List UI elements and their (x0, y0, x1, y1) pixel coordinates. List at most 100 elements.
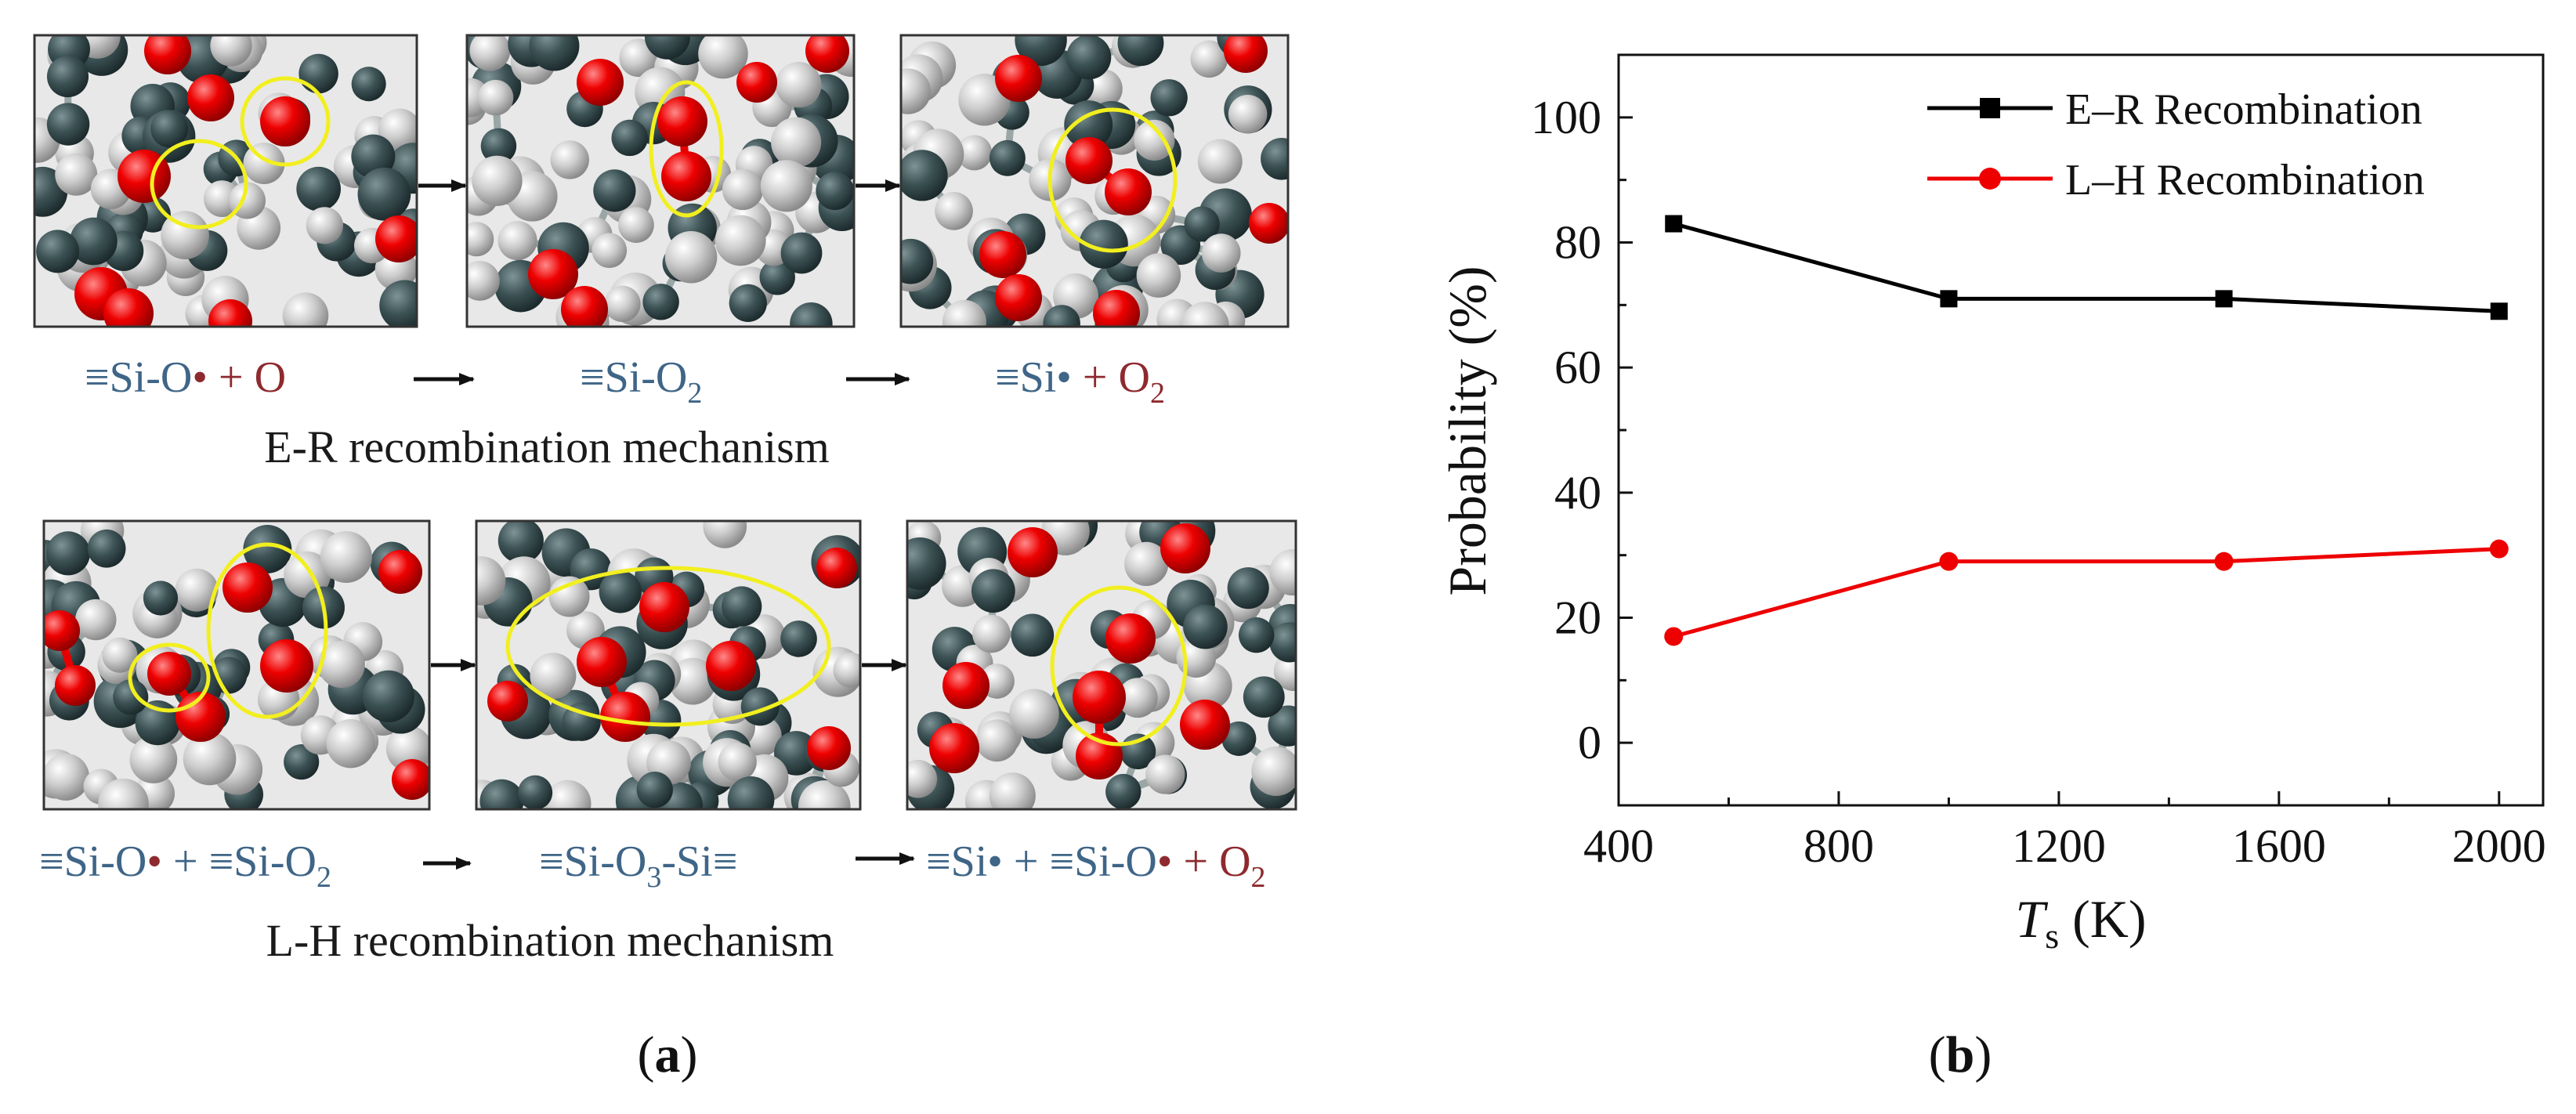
snapshot-er-1 (33, 34, 418, 328)
light-atom (75, 599, 117, 641)
silicon-atom (243, 524, 292, 573)
silicon-atom (1238, 617, 1275, 653)
data-point (2214, 552, 2234, 571)
silicon-atom (729, 284, 767, 322)
silicon-atom (790, 302, 833, 327)
light-atom (618, 207, 654, 244)
silicon-atom (69, 217, 118, 266)
highlight-ellipse (240, 76, 331, 167)
light-atom (550, 140, 589, 179)
highlight-ellipse (128, 642, 211, 713)
silicon-atom (1011, 613, 1055, 657)
radical-dot-icon: • (987, 837, 1003, 886)
x-tick-label: 2000 (2452, 820, 2546, 872)
light-atom (1190, 40, 1228, 78)
lh-caption: L-H recombination mechanism (266, 915, 834, 966)
light-atom (1269, 549, 1296, 596)
light-atom (833, 652, 860, 688)
light-atom (467, 222, 494, 257)
silicon-atom (479, 779, 524, 809)
oxygen-atom (706, 641, 756, 691)
highlight-ellipse (1050, 585, 1188, 747)
series-line-0 (1673, 222, 2499, 313)
light-atom (317, 640, 365, 689)
panel-b-label: (b) (1929, 1026, 1992, 1083)
oxygen-atom (942, 662, 990, 709)
oxygen-atom (1249, 203, 1288, 244)
data-point (1940, 290, 1958, 308)
light-atom (183, 732, 237, 786)
light-atom (497, 221, 537, 261)
er-equation: ≡Si-O• + O ≡Si-O2 ≡Si• + O2 (85, 353, 1165, 410)
silicon-atom (773, 731, 819, 776)
oxygen-atom (487, 681, 528, 722)
series-line-1 (1673, 547, 2499, 638)
lh-reactant: ≡Si-O• + ≡Si-O2 (39, 837, 331, 894)
radical-dot-icon: • (192, 353, 208, 402)
silicon-atom (357, 167, 411, 221)
light-atom (592, 233, 628, 269)
radical-dot-icon: • (147, 837, 162, 886)
light-atom (907, 759, 938, 798)
light-atom (942, 299, 986, 327)
silicon-atom (150, 110, 189, 148)
silicon-atom (901, 150, 948, 201)
light-atom (161, 211, 209, 260)
silicon-atom (1227, 567, 1269, 609)
silicon-atom (1150, 79, 1188, 117)
light-atom (901, 68, 932, 114)
data-point (1665, 215, 1683, 233)
light-atom (476, 556, 506, 606)
silicon-atom (901, 238, 934, 284)
light-atom (698, 35, 748, 79)
silicon-atom (907, 537, 946, 590)
silicon-atom (593, 169, 636, 212)
er-caption: E-R recombination mechanism (264, 421, 830, 472)
snapshot-er-2 (465, 34, 856, 328)
oxygen-atom (1105, 613, 1156, 664)
light-atom (1117, 678, 1158, 718)
light-atom (776, 62, 822, 108)
oxygen-atom (392, 759, 429, 800)
highlight-ellipse (206, 542, 328, 719)
silicon-atom (1079, 219, 1128, 269)
silicon-atom (379, 280, 417, 327)
snapshot-lh-1 (42, 519, 431, 811)
light-atom (326, 718, 375, 769)
light-atom (715, 215, 766, 266)
silicon-atom (562, 702, 601, 741)
silicon-atom (46, 103, 90, 146)
x-tick-label: 800 (1804, 820, 1874, 872)
oxygen-atom (816, 548, 857, 588)
oxygen-atom (147, 652, 191, 696)
light-atom (703, 521, 747, 548)
light-atom (306, 207, 343, 244)
legend-label-er: E–R Recombination (2065, 85, 2422, 134)
lh-equation: ≡Si-O• + ≡Si-O2 ≡Si-O3-Si≡ ≡Si• + ≡Si-O•… (39, 837, 1266, 894)
silicon-atom (143, 581, 179, 616)
light-atom (467, 261, 500, 301)
oxygen-atom (577, 59, 624, 106)
silicon-atom (636, 771, 673, 808)
legend-item-er: E–R Recombination (1927, 85, 2422, 134)
x-tick-label: 1600 (2232, 820, 2326, 872)
oxygen-atom (1073, 671, 1126, 724)
oxygen-atom (103, 288, 154, 327)
oxygen-atom (1093, 290, 1140, 327)
highlight-ellipse (1047, 107, 1178, 253)
light-atom (975, 719, 1018, 762)
silicon-atom (1268, 705, 1296, 747)
silicon-atom (480, 128, 517, 165)
light-atom (972, 614, 1011, 653)
silicon-atom (1183, 604, 1228, 649)
silicon-atom (780, 620, 817, 657)
oxygen-atom (375, 215, 417, 262)
light-atom (1197, 139, 1243, 184)
silicon-atom (1117, 35, 1164, 67)
oxygen-atom (639, 582, 689, 632)
legend: E–R Recombination L–H Recombination (1927, 85, 2425, 204)
oxygen-atom (144, 35, 191, 74)
silicon-atom (529, 35, 580, 71)
y-tick-label: 100 (1531, 92, 1601, 143)
